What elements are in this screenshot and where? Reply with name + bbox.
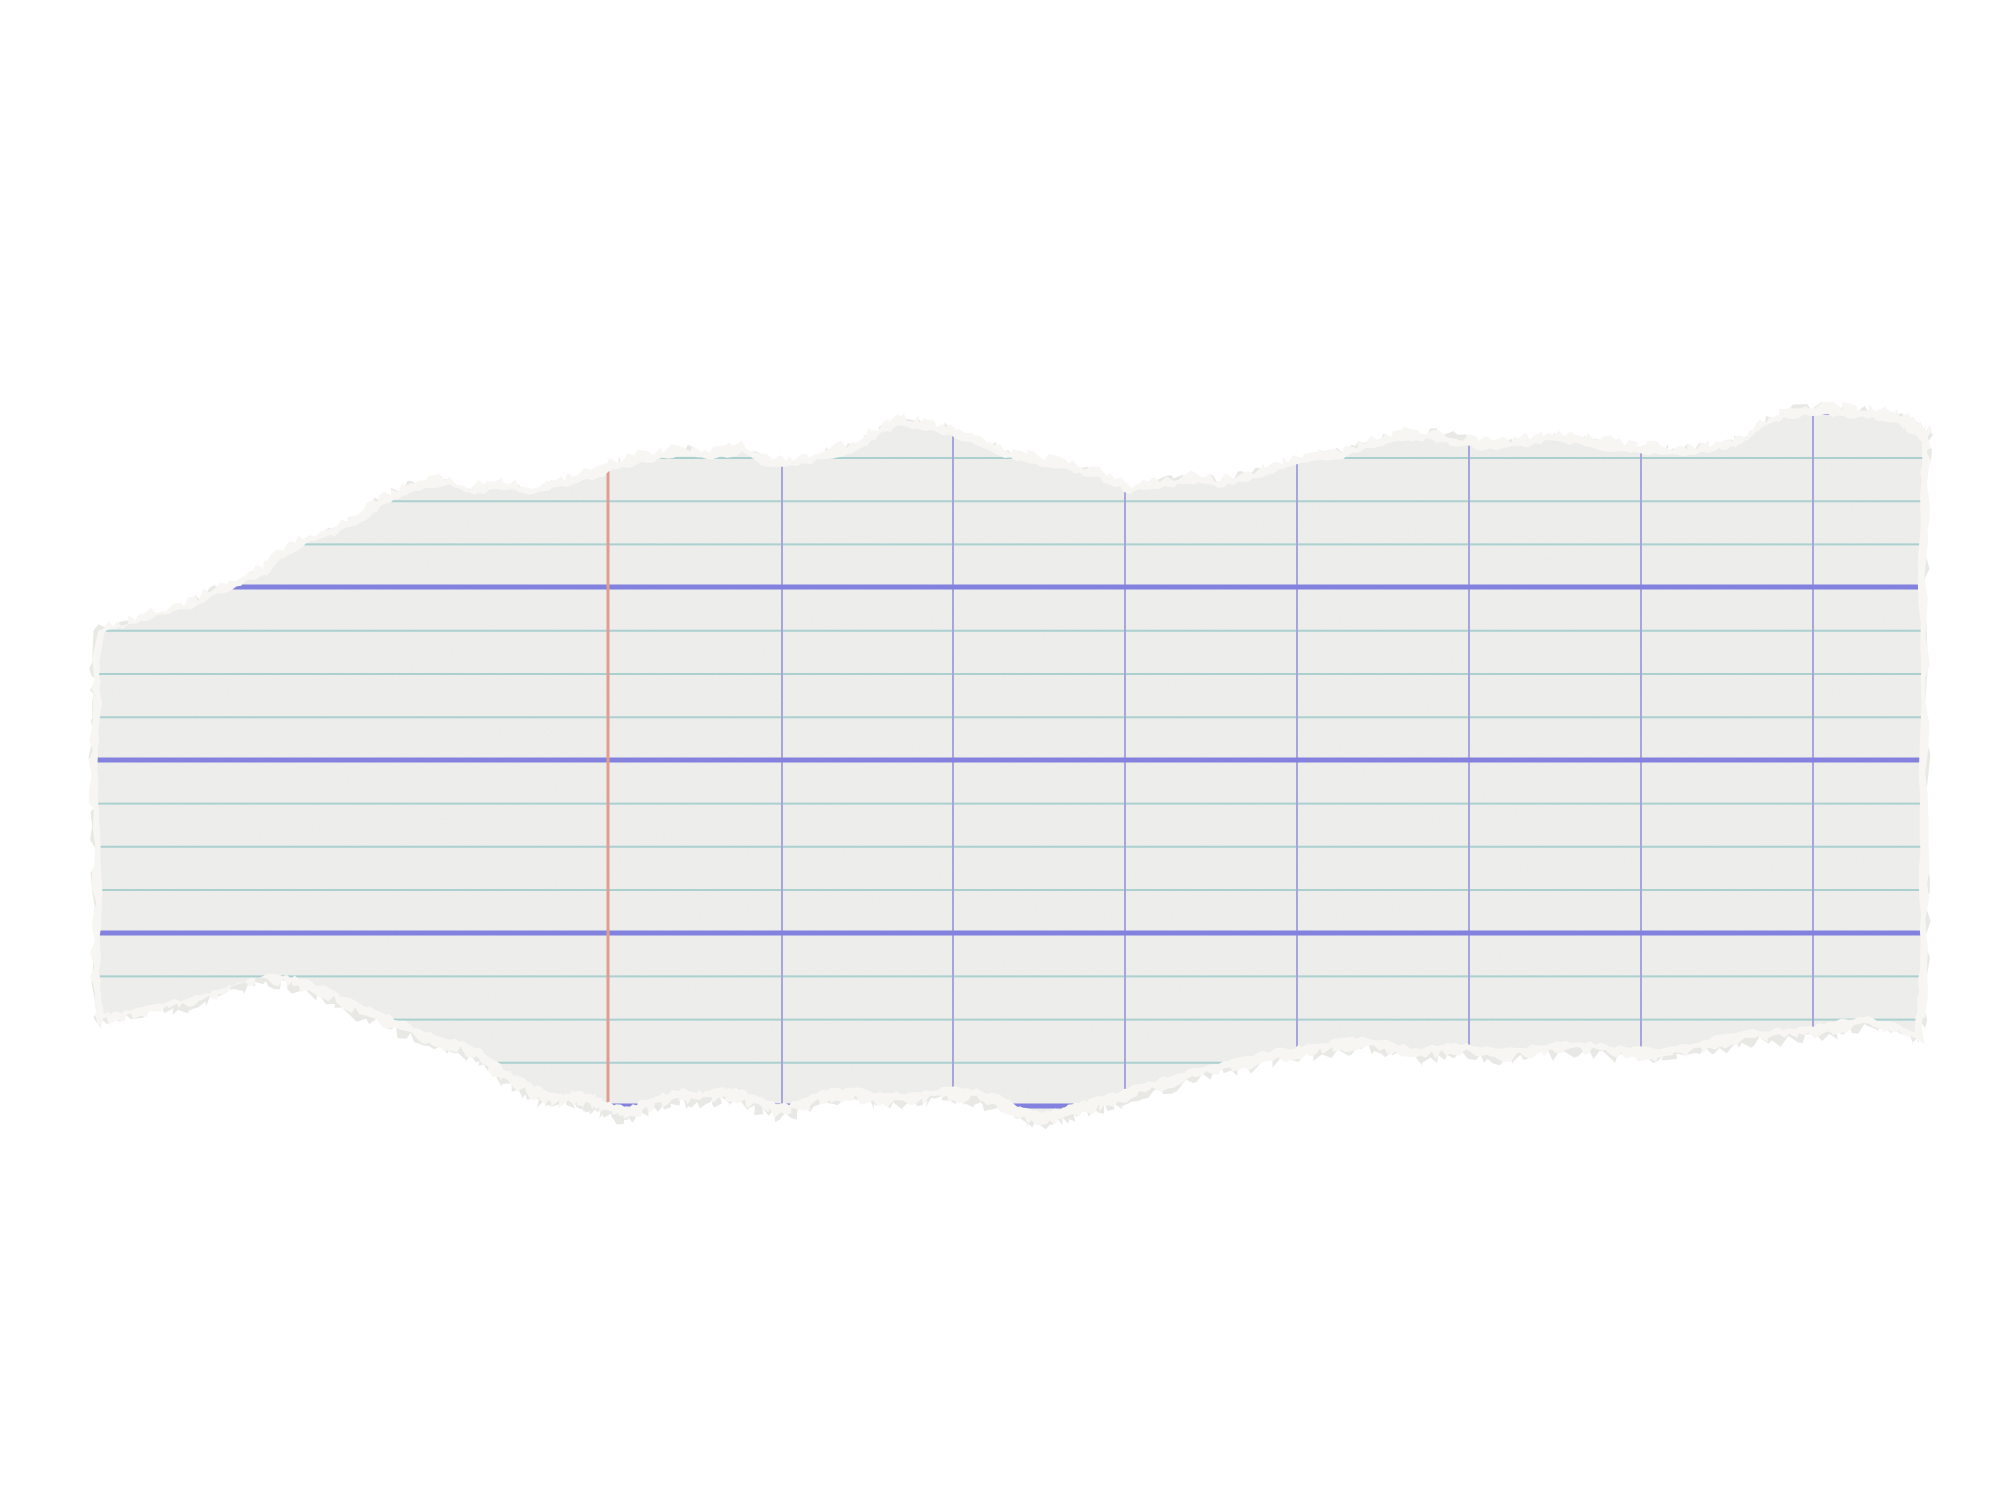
paper-texture — [97, 414, 1923, 1113]
